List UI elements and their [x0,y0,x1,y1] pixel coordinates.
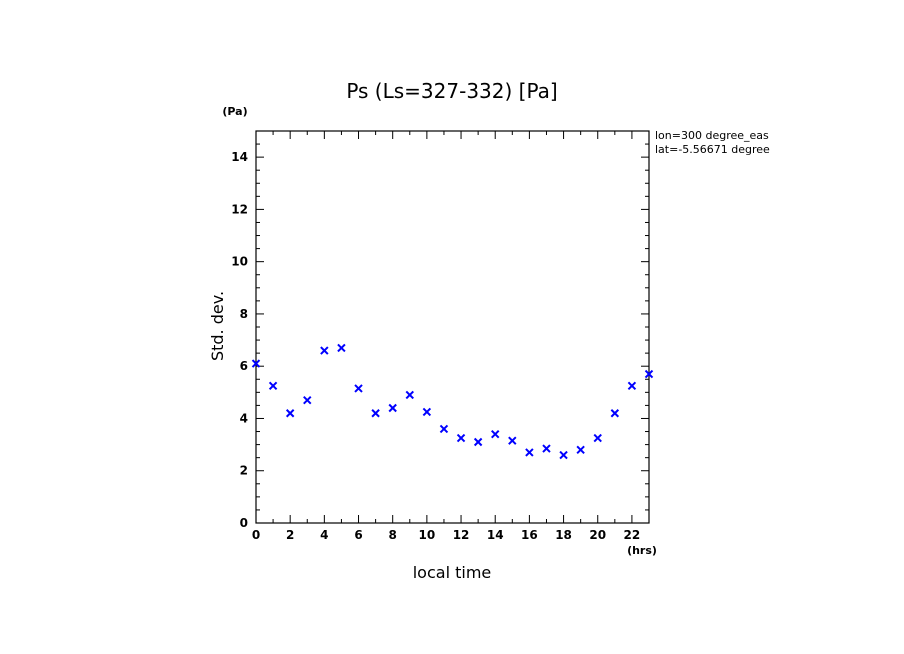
y-tick-label: 10 [231,255,248,269]
x-tick-label: 14 [487,528,504,542]
data-point [371,409,380,418]
x-axis-label: local time [413,563,492,582]
data-point [644,369,654,379]
data-point [388,403,397,413]
data-point [285,409,295,418]
data-point [542,444,551,453]
data-point [354,384,363,393]
chart-title: Ps (Ls=327-332) [Pa] [346,79,557,103]
data-point [405,390,414,400]
x-tick-label: 22 [624,528,641,542]
y-axis-label: Std. dev. [208,291,227,361]
axis-ticks: 0 2 4 6 8 10 12 14 16 18 20 22 0 2 4 6 8 10 12 14 [231,130,650,542]
data-point [508,436,517,445]
x-tick-label: 16 [521,528,538,542]
data-point [593,433,602,443]
plot-frame [255,130,650,524]
x-tick-label: 18 [555,528,572,542]
y-tick-label: 12 [231,202,248,216]
data-point [491,429,500,439]
data-point [456,433,466,443]
data-point [320,346,329,355]
data-markers [251,343,654,460]
x-tick-label: 6 [354,528,362,542]
x-tick-label: 0 [252,528,260,542]
x-tick-label: 12 [453,528,470,542]
data-point [422,407,432,417]
x-tick-label: 4 [320,528,328,542]
data-point [525,448,534,457]
y-tick-label: 6 [240,359,248,373]
y-tick-label: 2 [240,464,248,478]
y-tick-label: 4 [240,411,248,425]
data-point [268,381,278,391]
y-tick-label: 14 [231,150,248,164]
data-point [610,409,620,418]
x-tick-label: 2 [286,528,294,542]
annotation-lat: lat=-5.56671 degree [655,143,770,156]
data-point [337,343,346,353]
x-tick-label: 10 [419,528,436,542]
annotation-lon: lon=300 degree_eas [655,129,769,142]
data-point [473,437,483,447]
y-tick-label: 8 [240,307,248,321]
data-point [559,450,568,460]
data-point [439,424,449,434]
data-point [576,445,585,455]
data-point [251,359,261,368]
data-point [627,381,637,391]
x-tick-label: 8 [389,528,397,542]
y-unit-label: (Pa) [222,105,247,118]
x-tick-label: 20 [589,528,606,542]
y-tick-label: 0 [240,516,248,530]
x-unit-label: (hrs) [627,544,657,557]
data-point [303,395,312,405]
